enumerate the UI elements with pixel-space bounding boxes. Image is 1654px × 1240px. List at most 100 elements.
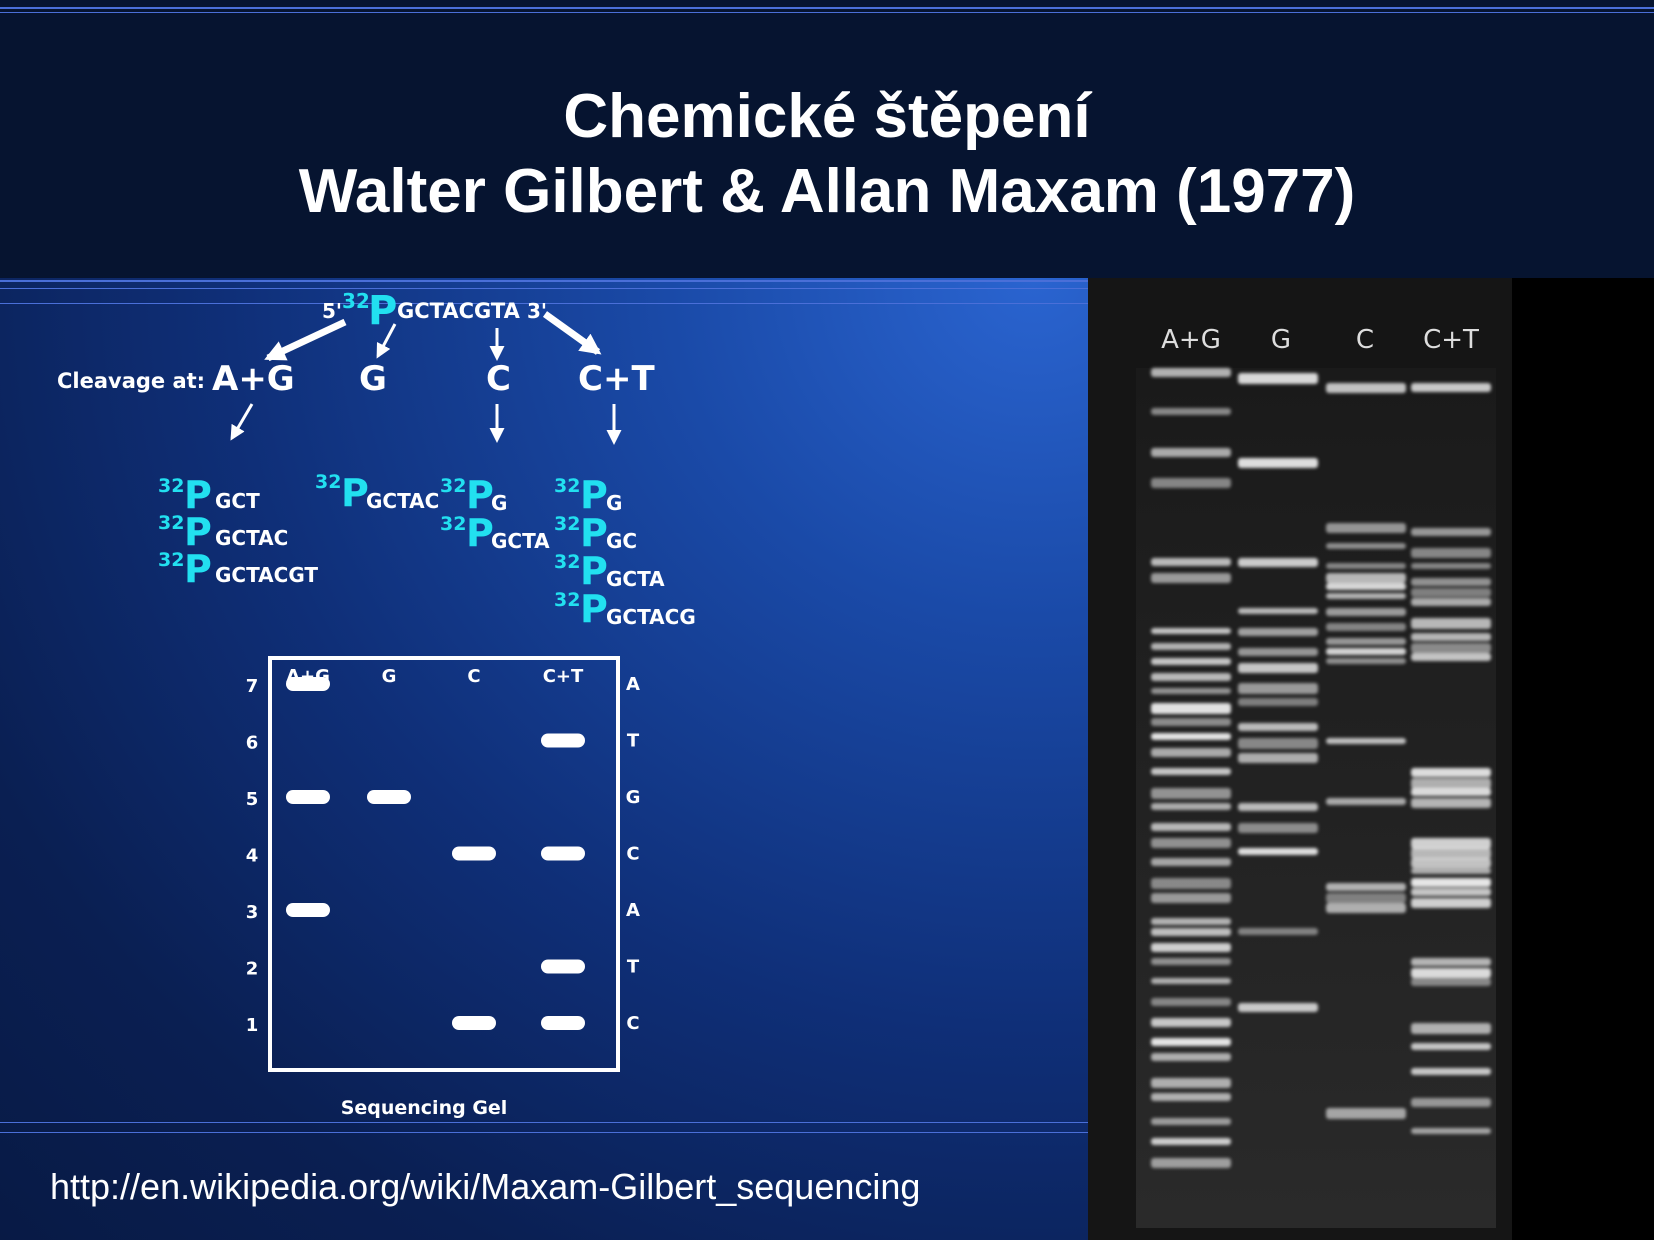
photo-band — [1411, 858, 1491, 868]
photo-band — [1411, 528, 1491, 536]
svg-text:32: 32 — [554, 513, 580, 535]
gel-read-base: T — [627, 957, 640, 978]
arrow-to-ag — [264, 318, 347, 362]
fragment-c-2: 32 P GCTA — [440, 511, 550, 555]
photo-band — [1151, 1158, 1231, 1168]
fragment-ct-1: 32 P G — [554, 473, 622, 517]
photo-band — [1238, 648, 1318, 656]
diagram-divider-top-2 — [0, 288, 1088, 289]
gel-position-label: 7 — [246, 676, 259, 697]
svg-text:P: P — [466, 473, 494, 517]
photo-lane-label: C+T — [1423, 325, 1479, 355]
top-sequence: GCTACGTA — [397, 299, 521, 323]
svg-text:32: 32 — [554, 475, 580, 497]
photo-band — [1411, 768, 1491, 777]
photo-band — [1151, 1038, 1231, 1046]
photo-band — [1151, 368, 1231, 377]
gel-read-base: C — [626, 844, 639, 865]
fragment-ct-3: 32 P GCTA — [554, 549, 665, 593]
svg-text:GC: GC — [606, 529, 637, 553]
photo-band — [1411, 778, 1491, 789]
gel-read-base: A — [626, 900, 640, 921]
photo-band — [1326, 648, 1406, 655]
fragment-g-1: 32 P GCTAC — [315, 471, 439, 515]
photo-band — [1151, 718, 1231, 726]
photo-band — [1238, 738, 1318, 749]
photo-band — [1411, 878, 1491, 887]
photo-lane-label: C — [1356, 325, 1374, 355]
five-prime-label: 5' — [322, 299, 342, 323]
photo-band — [1238, 373, 1318, 384]
cleavage-site-g: G — [359, 359, 387, 399]
photo-band — [1411, 633, 1491, 641]
diagram-panel — [0, 278, 1088, 1240]
diagram-divider-bottom-2 — [0, 1132, 1088, 1133]
gel-position-label: 2 — [246, 959, 259, 980]
photo-band — [1411, 1098, 1491, 1107]
gel-lane-header: G — [382, 666, 397, 687]
photo-band — [1411, 788, 1491, 796]
gel-band — [541, 1016, 585, 1030]
top-isotope: 32 — [342, 289, 370, 313]
photo-band — [1151, 928, 1231, 936]
source-link[interactable]: http://en.wikipedia.org/wiki/Maxam-Gilbe… — [50, 1166, 921, 1207]
svg-text:32: 32 — [554, 551, 580, 573]
gel-position-label: 5 — [246, 789, 259, 810]
svg-text:GCTA: GCTA — [606, 567, 665, 591]
photo-band — [1238, 458, 1318, 468]
svg-text:P: P — [466, 511, 494, 555]
svg-text:32: 32 — [158, 475, 184, 497]
title-band — [0, 0, 1654, 278]
photo-band — [1151, 1138, 1231, 1145]
gel-band — [286, 790, 330, 804]
photo-band — [1151, 478, 1231, 488]
diagram-divider-bottom — [0, 1122, 1088, 1123]
photo-lane-label: A+G — [1161, 325, 1221, 355]
gel-band — [541, 733, 585, 748]
photo-band — [1238, 1003, 1318, 1012]
photo-band — [1238, 698, 1318, 706]
svg-text:32: 32 — [315, 471, 341, 493]
cleavage-label: Cleavage at: — [57, 369, 205, 393]
fragment-c-1: 32 P G — [440, 473, 507, 517]
svg-text:GCTA: GCTA — [491, 529, 550, 553]
photo-band — [1151, 803, 1231, 810]
photo-band — [1151, 1018, 1231, 1027]
arrow-to-ct — [542, 311, 602, 355]
svg-text:P: P — [580, 511, 608, 555]
photo-band — [1238, 928, 1318, 935]
photo-band — [1411, 978, 1491, 986]
right-margin — [1512, 278, 1654, 1240]
photo-band — [1151, 1053, 1231, 1061]
svg-text:P: P — [184, 510, 212, 554]
photo-band — [1151, 1078, 1231, 1088]
gel-band — [286, 903, 330, 917]
gel-read-base: C — [626, 1013, 639, 1034]
svg-text:32: 32 — [440, 475, 466, 497]
gel-photograph: A+G G C C+T — [1088, 278, 1512, 1240]
photo-band — [1326, 583, 1406, 590]
photo-band — [1326, 738, 1406, 744]
photo-band — [1238, 803, 1318, 811]
svg-text:32: 32 — [554, 589, 580, 611]
svg-text:G: G — [491, 491, 507, 515]
photo-band — [1326, 623, 1406, 631]
svg-text:P: P — [184, 473, 212, 517]
svg-text:GCT: GCT — [215, 489, 260, 513]
photo-band — [1151, 858, 1231, 866]
svg-text:32: 32 — [440, 513, 466, 535]
fragment-ct-4: 32 P GCTACG — [554, 587, 696, 631]
photo-band — [1411, 588, 1491, 597]
gel-position-label: 3 — [246, 902, 259, 923]
sequencing-gel-caption: Sequencing Gel — [341, 1097, 508, 1119]
fragment-ag-1: 32 P GCT — [158, 473, 260, 517]
cleavage-site-c: C — [486, 359, 511, 399]
svg-text:GCTAC: GCTAC — [215, 526, 288, 550]
photo-band — [1326, 638, 1406, 645]
svg-text:G: G — [606, 491, 622, 515]
photo-band — [1151, 408, 1231, 415]
diagram-divider-top — [0, 280, 1088, 282]
fragment-ag-3: 32 P GCTACGT — [158, 547, 318, 591]
gel-band — [452, 1016, 496, 1030]
slide-title-line2: Walter Gilbert & Allan Maxam (1977) — [298, 157, 1356, 226]
